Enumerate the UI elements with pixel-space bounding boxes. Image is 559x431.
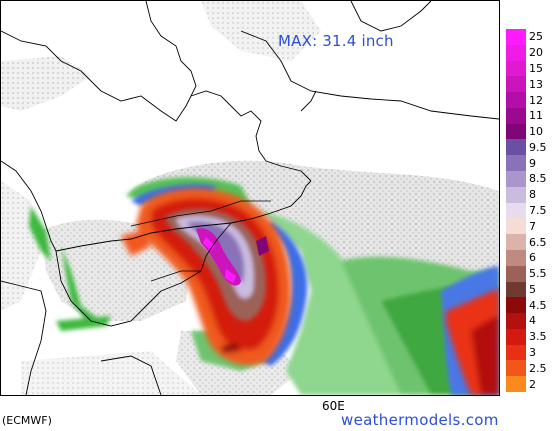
colorbar-swatch: [506, 202, 526, 219]
precip-map: [0, 0, 500, 396]
colorbar-swatch: [506, 313, 526, 329]
colorbar-swatch: [506, 265, 526, 282]
colorbar-swatch: [506, 344, 526, 361]
precip-map-canvas: [1, 1, 499, 395]
colorbar-label: 3.5: [529, 330, 547, 344]
colorbar-swatch: [506, 155, 526, 172]
precip-colorbar: [506, 29, 526, 392]
longitude-tick-label: 60E: [322, 399, 345, 413]
colorbar-swatch: [506, 92, 526, 108]
colorbar-swatch: [506, 360, 526, 377]
colorbar-label: 20: [529, 46, 543, 60]
colorbar-label: 13: [529, 77, 543, 91]
colorbar-swatch: [506, 60, 526, 77]
colorbar-swatch: [506, 218, 526, 235]
max-precip-label: MAX: 31.4 inch: [278, 32, 394, 50]
colorbar-swatch: [506, 107, 526, 124]
colorbar-label: 25: [529, 30, 543, 44]
colorbar-label: 6: [529, 251, 536, 265]
colorbar-swatch: [506, 123, 526, 140]
colorbar-swatch: [506, 139, 526, 156]
colorbar-swatch: [506, 376, 526, 392]
model-source-label: (ECMWF): [2, 414, 52, 427]
precip-colorbar-labels: 25 20 15 13 12 11 10 9.5 9 8.5 8 7.5 7 6.5 6 5.5 5 4.5 4 3.…: [529, 29, 559, 392]
colorbar-label: 5: [529, 282, 536, 296]
colorbar-label: 6.5: [529, 235, 547, 249]
colorbar-label: 9: [529, 156, 536, 170]
colorbar-swatch: [506, 76, 526, 93]
colorbar-label: 9.5: [529, 140, 547, 154]
borders: [130, 200, 271, 282]
colorbar-swatch: [506, 44, 526, 61]
colorbar-label: 4.5: [529, 298, 547, 312]
colorbar-label: 15: [529, 61, 543, 75]
colorbar-label: 5.5: [529, 267, 547, 281]
colorbar-label: 8.5: [529, 172, 547, 186]
colorbar-label: 7.5: [529, 203, 547, 217]
colorbar-swatch: [506, 281, 526, 298]
colorbar-swatch: [506, 297, 526, 314]
site-watermark-label: weathermodels.com: [341, 411, 499, 429]
colorbar-label: 3: [529, 346, 536, 360]
colorbar-label: 4: [529, 314, 536, 328]
colorbar-swatch: [506, 186, 526, 203]
coastlines: [1, 1, 499, 395]
colorbar-label: 10: [529, 125, 543, 139]
colorbar-swatch: [506, 249, 526, 266]
colorbar-swatch: [506, 328, 526, 345]
colorbar-label: 2.5: [529, 361, 547, 375]
colorbar-label: 7: [529, 219, 536, 233]
colorbar-swatch: [506, 234, 526, 250]
colorbar-swatch: [506, 171, 526, 187]
colorbar-swatch: [506, 29, 526, 45]
peak-precip-core: [196, 228, 269, 286]
colorbar-label: 8: [529, 188, 536, 202]
colorbar-label: 11: [529, 109, 543, 123]
colorbar-label: 12: [529, 93, 543, 107]
colorbar-label: 2: [529, 377, 536, 391]
